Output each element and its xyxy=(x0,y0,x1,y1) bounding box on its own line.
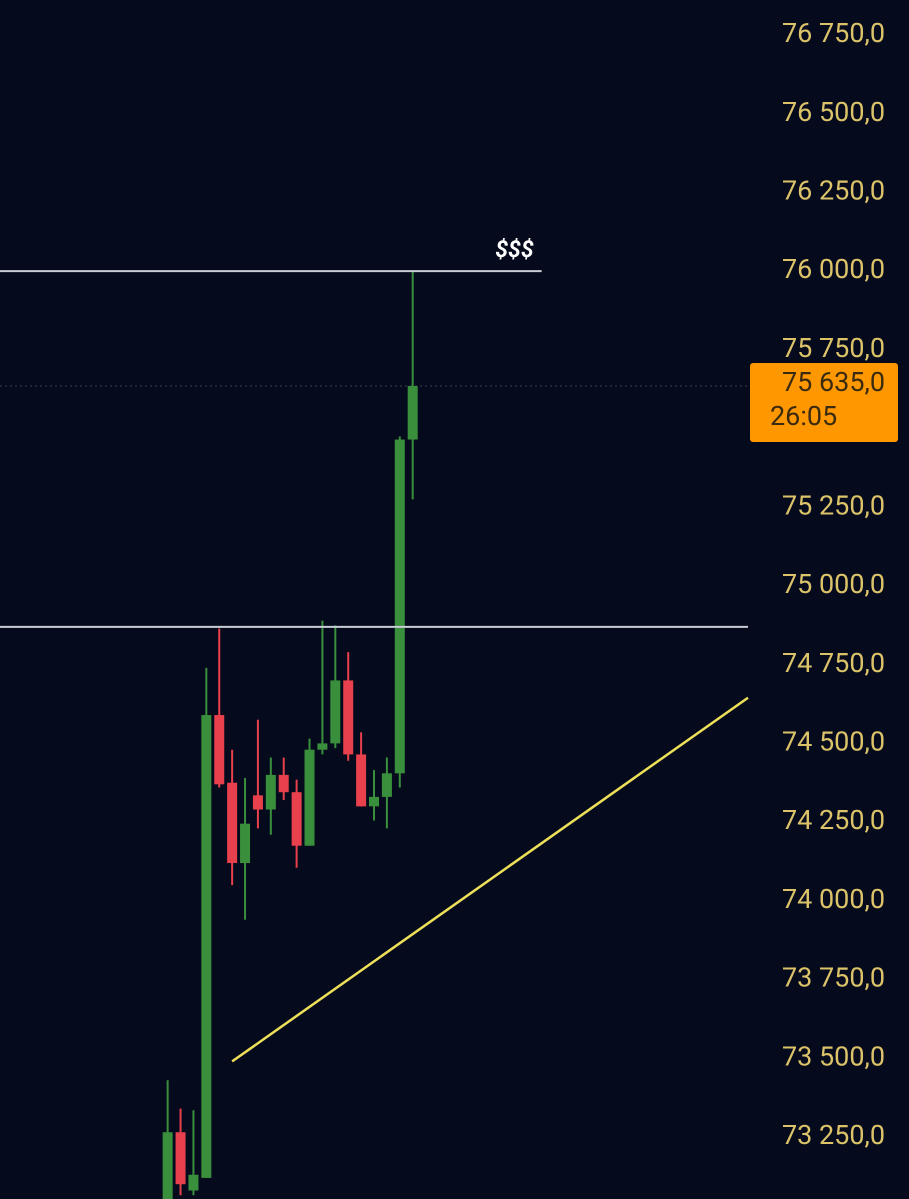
candle-body xyxy=(381,773,392,797)
y-tick-label: 73 750,0 xyxy=(782,962,885,994)
candle-body xyxy=(227,782,238,864)
y-tick-label: 74 000,0 xyxy=(782,883,885,915)
candle-body xyxy=(330,680,341,744)
candle-body xyxy=(265,774,276,810)
candle-body xyxy=(343,680,354,755)
candle-body xyxy=(317,743,328,750)
candle-body xyxy=(162,1132,173,1199)
y-tick-label: 76 500,0 xyxy=(782,96,885,128)
level-label: $$$ xyxy=(495,236,534,263)
candle-body xyxy=(214,715,225,785)
candle-body xyxy=(175,1132,186,1185)
y-tick-label: 74 250,0 xyxy=(782,804,885,836)
y-tick-label: 74 500,0 xyxy=(782,726,885,758)
y-tick-label: 73 250,0 xyxy=(782,1119,885,1151)
y-tick-label: 73 500,0 xyxy=(782,1040,885,1072)
countdown-timer: 26:05 xyxy=(770,400,837,432)
y-tick-label: 74 750,0 xyxy=(782,647,885,679)
candle-body xyxy=(356,754,367,807)
y-tick-label: 75 250,0 xyxy=(782,489,885,521)
candle-body xyxy=(369,796,379,807)
candle-body xyxy=(278,774,289,793)
candle-body xyxy=(394,439,405,774)
candle-body xyxy=(291,792,302,846)
y-tick-label: 76 000,0 xyxy=(782,253,885,285)
trendline xyxy=(231,696,749,1063)
y-tick-label: 75 000,0 xyxy=(782,568,885,600)
y-tick-label: 76 750,0 xyxy=(782,17,885,49)
y-tick-label: 76 250,0 xyxy=(782,175,885,207)
current-price-label: 75 635,0 xyxy=(782,366,885,398)
current-price-box xyxy=(750,363,898,443)
candle-body xyxy=(407,386,418,440)
y-tick-label: 75 750,0 xyxy=(782,332,885,364)
candle-body xyxy=(240,823,251,864)
candle-body xyxy=(304,749,315,846)
candle-body xyxy=(188,1174,199,1191)
candle-body xyxy=(252,795,263,810)
candle-body xyxy=(201,715,212,1178)
